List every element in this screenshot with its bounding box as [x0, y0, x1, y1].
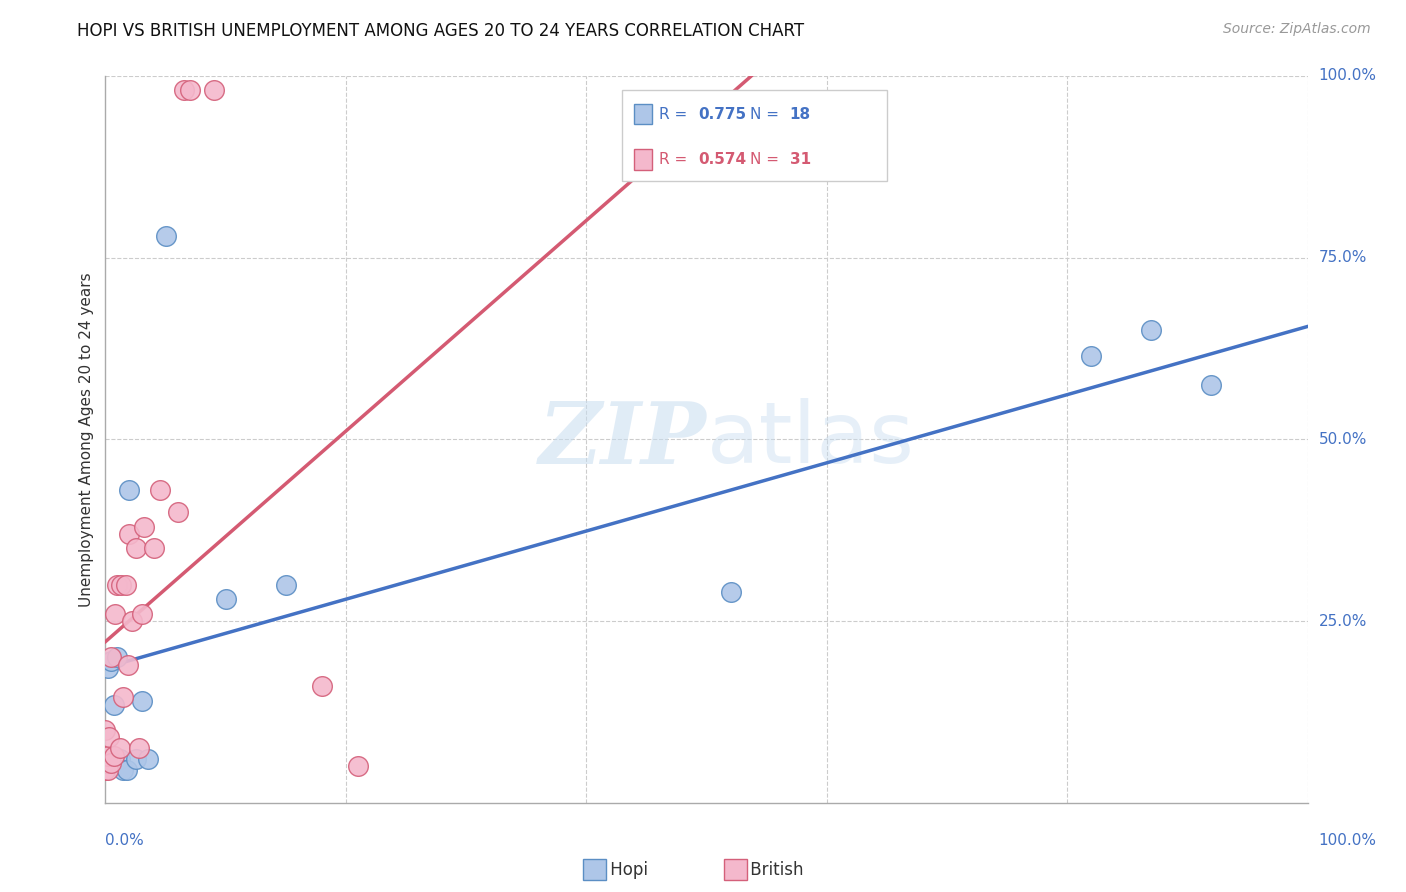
Point: [118, 526, 141, 541]
Point: [98, 731, 121, 745]
Text: 100.0%: 100.0%: [1319, 69, 1376, 83]
Point: [132, 519, 155, 533]
Point: [1140, 323, 1163, 337]
Text: Source: ZipAtlas.com: Source: ZipAtlas.com: [1223, 22, 1371, 37]
Point: [214, 592, 236, 607]
Point: [155, 228, 177, 243]
Text: R =: R =: [659, 107, 692, 121]
Point: [108, 741, 131, 756]
Text: 50.0%: 50.0%: [1319, 432, 1367, 447]
Text: N =: N =: [751, 153, 785, 167]
Point: [1201, 377, 1223, 392]
Text: atlas: atlas: [707, 398, 914, 481]
Point: [97, 763, 120, 777]
Point: [97, 661, 120, 675]
Point: [115, 763, 138, 777]
Point: [148, 483, 170, 498]
Point: [131, 607, 153, 621]
Point: [103, 698, 125, 712]
Point: [110, 578, 132, 592]
Point: [103, 748, 125, 763]
Point: [124, 541, 146, 556]
Point: [166, 505, 188, 519]
Text: 0.574: 0.574: [699, 153, 747, 167]
Point: [104, 607, 127, 621]
Point: [108, 752, 131, 766]
Text: 0.775: 0.775: [699, 107, 747, 121]
Point: [115, 578, 138, 592]
Point: [136, 752, 159, 766]
Point: [100, 654, 122, 668]
Text: N =: N =: [751, 107, 785, 121]
Point: [94, 723, 117, 737]
Text: HOPI VS BRITISH UNEMPLOYMENT AMONG AGES 20 TO 24 YEARS CORRELATION CHART: HOPI VS BRITISH UNEMPLOYMENT AMONG AGES …: [77, 22, 804, 40]
Point: [97, 748, 120, 763]
Point: [347, 759, 370, 773]
Point: [202, 83, 225, 97]
Point: [107, 578, 129, 592]
Point: [118, 483, 141, 498]
Point: [142, 541, 165, 556]
Text: 0.0%: 0.0%: [105, 833, 145, 848]
Point: [117, 657, 139, 672]
Point: [100, 650, 122, 665]
Point: [100, 756, 122, 770]
Point: [274, 578, 297, 592]
Text: British: British: [745, 861, 804, 879]
Point: [124, 752, 146, 766]
Text: 18: 18: [790, 107, 811, 121]
Text: 25.0%: 25.0%: [1319, 614, 1367, 629]
Point: [121, 614, 143, 628]
Text: 75.0%: 75.0%: [1319, 250, 1367, 265]
Text: ZIP: ZIP: [538, 398, 707, 481]
Point: [94, 756, 117, 770]
Point: [112, 690, 135, 705]
Point: [720, 585, 742, 599]
Text: 31: 31: [790, 153, 811, 167]
Text: Hopi: Hopi: [605, 861, 648, 879]
Text: 100.0%: 100.0%: [1319, 833, 1376, 848]
Y-axis label: Unemployment Among Ages 20 to 24 years: Unemployment Among Ages 20 to 24 years: [79, 272, 94, 607]
Text: R =: R =: [659, 153, 692, 167]
Point: [1080, 349, 1102, 363]
Point: [94, 763, 117, 777]
Point: [173, 83, 195, 97]
Point: [131, 694, 153, 708]
Point: [112, 763, 135, 777]
Point: [311, 680, 333, 694]
Point: [107, 650, 129, 665]
Point: [179, 83, 201, 97]
Point: [128, 741, 150, 756]
Point: [94, 748, 117, 763]
